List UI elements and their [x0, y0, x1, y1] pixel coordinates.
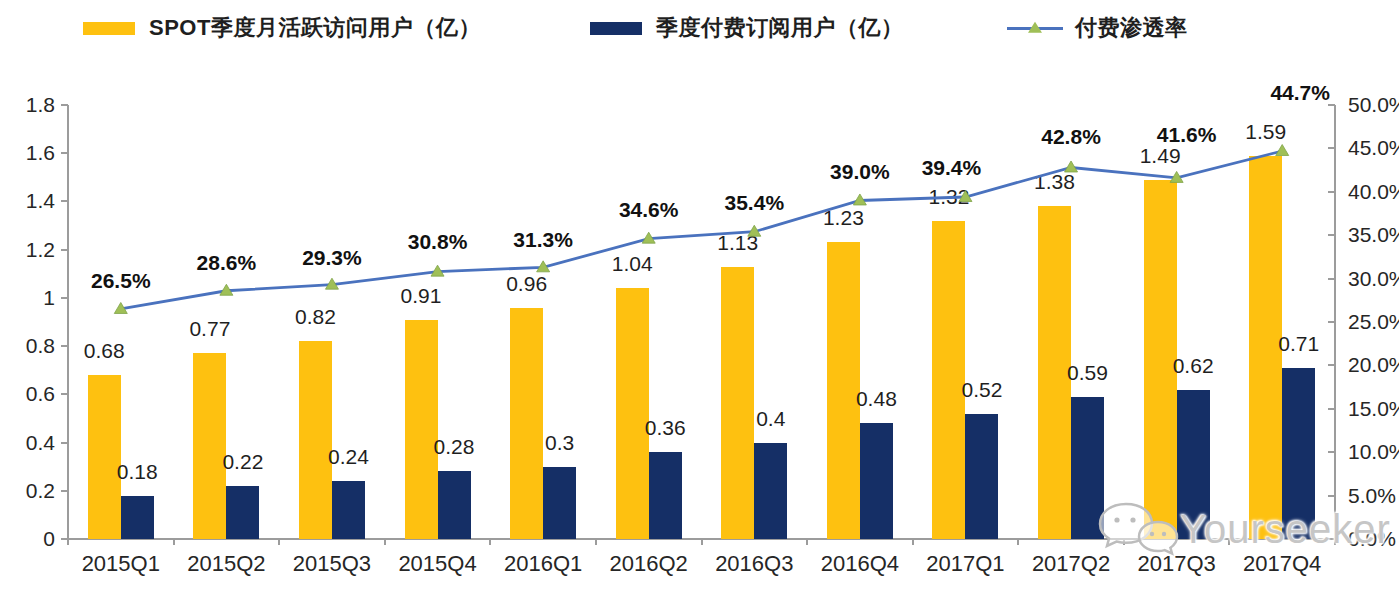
wechat-bubbles-icon — [1096, 498, 1180, 560]
line-label-penetration: 29.3% — [302, 246, 362, 270]
line-label-penetration: 34.6% — [619, 198, 679, 222]
watermark: Yourseeker — [1096, 498, 1391, 560]
line-label-penetration: 30.8% — [408, 230, 468, 254]
chart-page: SPOT季度月活跃访问用户（亿） 季度付费订阅用户（亿） 付费渗透率 00.20… — [0, 0, 1399, 596]
watermark-text: Yourseeker — [1180, 507, 1391, 552]
line-label-penetration: 39.0% — [830, 160, 890, 184]
line-label-penetration: 39.4% — [922, 156, 982, 180]
line-label-penetration: 31.3% — [513, 228, 573, 252]
line-marker-triangle — [1065, 161, 1078, 172]
line-label-penetration: 44.7% — [1270, 81, 1330, 105]
line-label-penetration: 28.6% — [197, 251, 257, 275]
line-label-penetration: 42.8% — [1041, 125, 1101, 149]
line-label-penetration: 35.4% — [725, 191, 785, 215]
line-label-penetration: 41.6% — [1157, 123, 1217, 147]
line-marker-triangle — [1276, 145, 1289, 156]
line-label-penetration: 26.5% — [91, 269, 151, 293]
